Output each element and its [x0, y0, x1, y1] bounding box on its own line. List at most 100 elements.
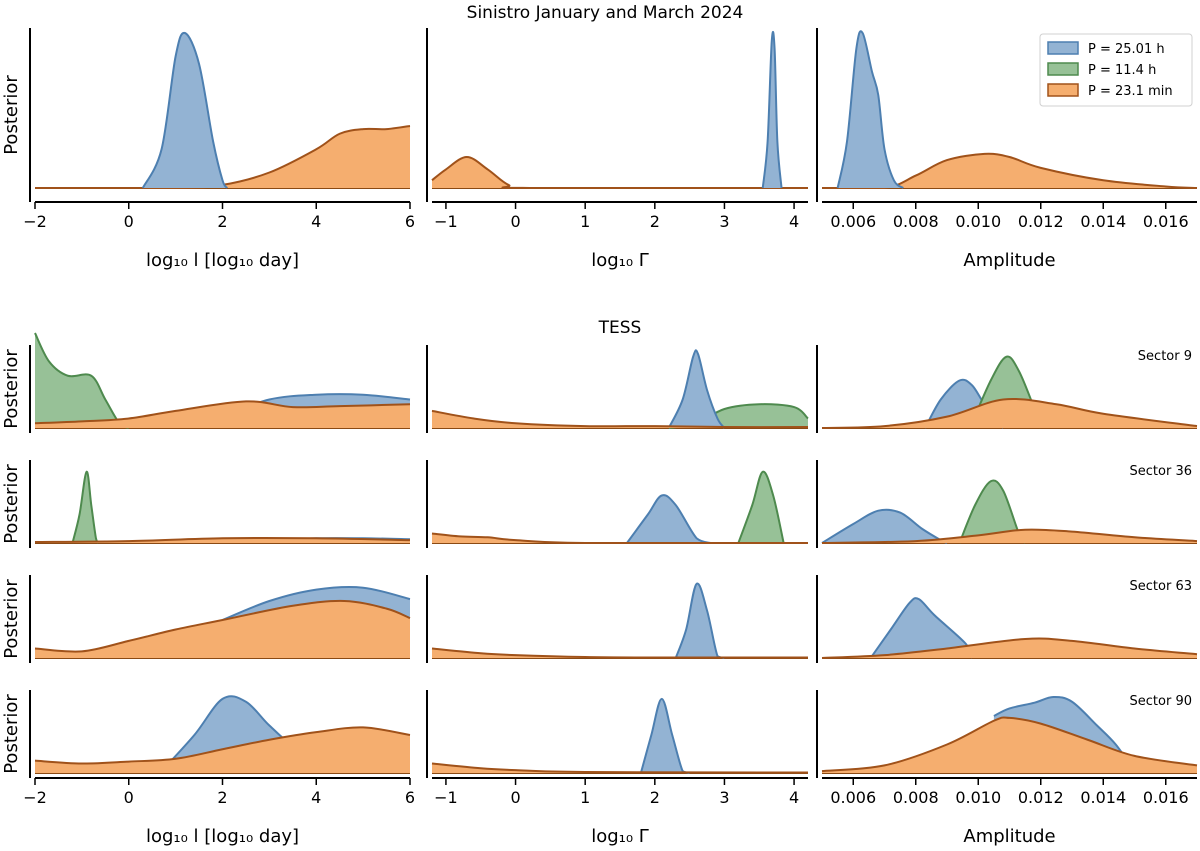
legend: P = 25.01 h P = 11.4 h P = 23.1 min	[1039, 33, 1193, 107]
top-title: Sinistro January and March 2024	[467, 3, 744, 23]
panel-r2-c0	[29, 460, 411, 548]
curve-P23	[821, 398, 1198, 429]
area-P25	[837, 31, 904, 189]
x-tick-label: 0.010	[955, 788, 1001, 807]
area-P23	[432, 410, 808, 428]
curve-P23	[34, 599, 411, 653]
x-tick-label: −2	[23, 788, 47, 807]
x-tick-label: 4	[789, 212, 799, 231]
x-axis-label: log₁₀ Γ	[591, 826, 649, 847]
x-axis-label: log₁₀ Γ	[591, 250, 649, 271]
x-tick-label: 0.012	[1018, 212, 1064, 231]
curve-P23	[821, 637, 1198, 659]
legend-label-P11: P = 11.4 h	[1088, 63, 1156, 78]
area-P11	[959, 480, 1026, 543]
panel-r4-c2: Sector 90 0.006 0.008 0.010 0.012 0.014 0.016 A…	[816, 690, 1198, 847]
curve-P25	[871, 597, 973, 659]
ylabel-posterior: Posterior	[1, 464, 22, 544]
legend-swatch-P11	[1047, 62, 1079, 76]
curve-P25	[626, 494, 711, 544]
curve-P23	[431, 647, 809, 659]
area-P11	[72, 471, 99, 543]
x-tick-label: 6	[405, 788, 415, 807]
curve-P25	[222, 586, 411, 621]
area-P23	[822, 638, 1197, 658]
panel-r2-c1	[426, 460, 808, 548]
area-P23	[822, 717, 1197, 773]
x-tick-label: 0	[124, 212, 134, 231]
curve-P23	[34, 726, 411, 765]
x-tick-label: 0.008	[893, 212, 939, 231]
x-tick-label: 0.008	[893, 788, 939, 807]
x-tick-label: 3	[719, 788, 729, 807]
x-tick-label: 0.014	[1080, 788, 1126, 807]
x-tick-label: −1	[434, 212, 458, 231]
x-axis-label: Amplitude	[963, 250, 1055, 271]
area-P25	[142, 32, 228, 188]
x-axis-label: log₁₀ l [log₁₀ day]	[146, 250, 299, 271]
panel-r4-c1: −1 0 1 2 3 4 log₁₀ Γ	[426, 690, 809, 847]
area-P23	[35, 600, 410, 658]
x-tick-label: 0.006	[830, 212, 876, 231]
area-P11	[738, 471, 784, 543]
ylabel-posterior: Posterior	[1, 349, 22, 429]
area-P25	[626, 495, 711, 543]
ylabel-posterior: Posterior	[1, 579, 22, 659]
x-tick-label: 0	[510, 788, 520, 807]
area-P25	[668, 350, 725, 428]
panel-r0-c0: −2 0 2 4 6 log₁₀ l [log₁₀ day]	[23, 28, 415, 271]
curve-P11	[737, 470, 785, 544]
x-tick-label: 2	[650, 212, 660, 231]
curve-P23	[34, 536, 411, 544]
x-tick-label: 0.016	[1143, 212, 1189, 231]
x-tick-label: 4	[311, 788, 321, 807]
sector-label: Sector 90	[1130, 694, 1192, 709]
x-axis-label: log₁₀ l [log₁₀ day]	[146, 826, 299, 847]
area-P25	[675, 583, 725, 658]
sector-label: Sector 9	[1138, 349, 1192, 364]
curve-P25	[993, 695, 1136, 772]
panel-r3-c1	[426, 575, 809, 663]
area-P23	[822, 153, 1197, 188]
curve-P25	[836, 30, 904, 189]
legend-label-P25: P = 25.01 h	[1088, 42, 1165, 57]
x-tick-label: 1	[580, 212, 590, 231]
x-tick-label: 0.016	[1143, 788, 1189, 807]
x-tick-label: −1	[434, 788, 458, 807]
legend-swatch-P25	[1047, 41, 1079, 55]
panel-r0-c1: −1 0 1 2 3 4 log₁₀ Γ	[426, 28, 808, 271]
panel-r0-c2: 0.006 0.008 0.010 0.012 0.014 0.016 Amplitude	[816, 28, 1198, 271]
curve-P11	[71, 470, 100, 544]
curve-P23	[822, 152, 1198, 189]
ylabel-posterior: Posterior	[1, 694, 22, 774]
panel-r1-c1	[426, 345, 809, 433]
panel-r3-c0	[29, 575, 411, 663]
panel-r1-c2: Sector 9	[816, 345, 1198, 433]
panel-r3-c2: Sector 63	[816, 575, 1198, 663]
x-tick-label: 0.014	[1080, 212, 1126, 231]
sector-label: Sector 36	[1130, 464, 1192, 479]
curve-P23	[431, 532, 808, 545]
panel-r2-c2: Sector 36	[816, 460, 1198, 548]
curve-P25	[761, 30, 783, 189]
x-tick-label: 2	[217, 788, 227, 807]
x-tick-label: −2	[23, 212, 47, 231]
x-tick-label: 0.010	[955, 212, 1001, 231]
area-P23	[822, 529, 1197, 543]
legend-label-P23: P = 23.1 min	[1088, 84, 1173, 99]
panel-r1-c0	[29, 332, 411, 433]
area-P23	[432, 533, 808, 543]
curve-P23	[34, 400, 411, 425]
area-P11	[35, 333, 129, 428]
sector-label: Sector 63	[1130, 579, 1192, 594]
ylabel-posterior: Posterior	[1, 75, 22, 155]
curve-P23	[821, 528, 1198, 544]
x-tick-label: 0.012	[1018, 788, 1064, 807]
x-tick-label: 0	[124, 788, 134, 807]
x-tick-label: 4	[789, 788, 799, 807]
area-P25	[872, 598, 972, 658]
area-P23	[35, 126, 410, 188]
curve-P25	[674, 582, 725, 659]
x-tick-label: 2	[650, 788, 660, 807]
